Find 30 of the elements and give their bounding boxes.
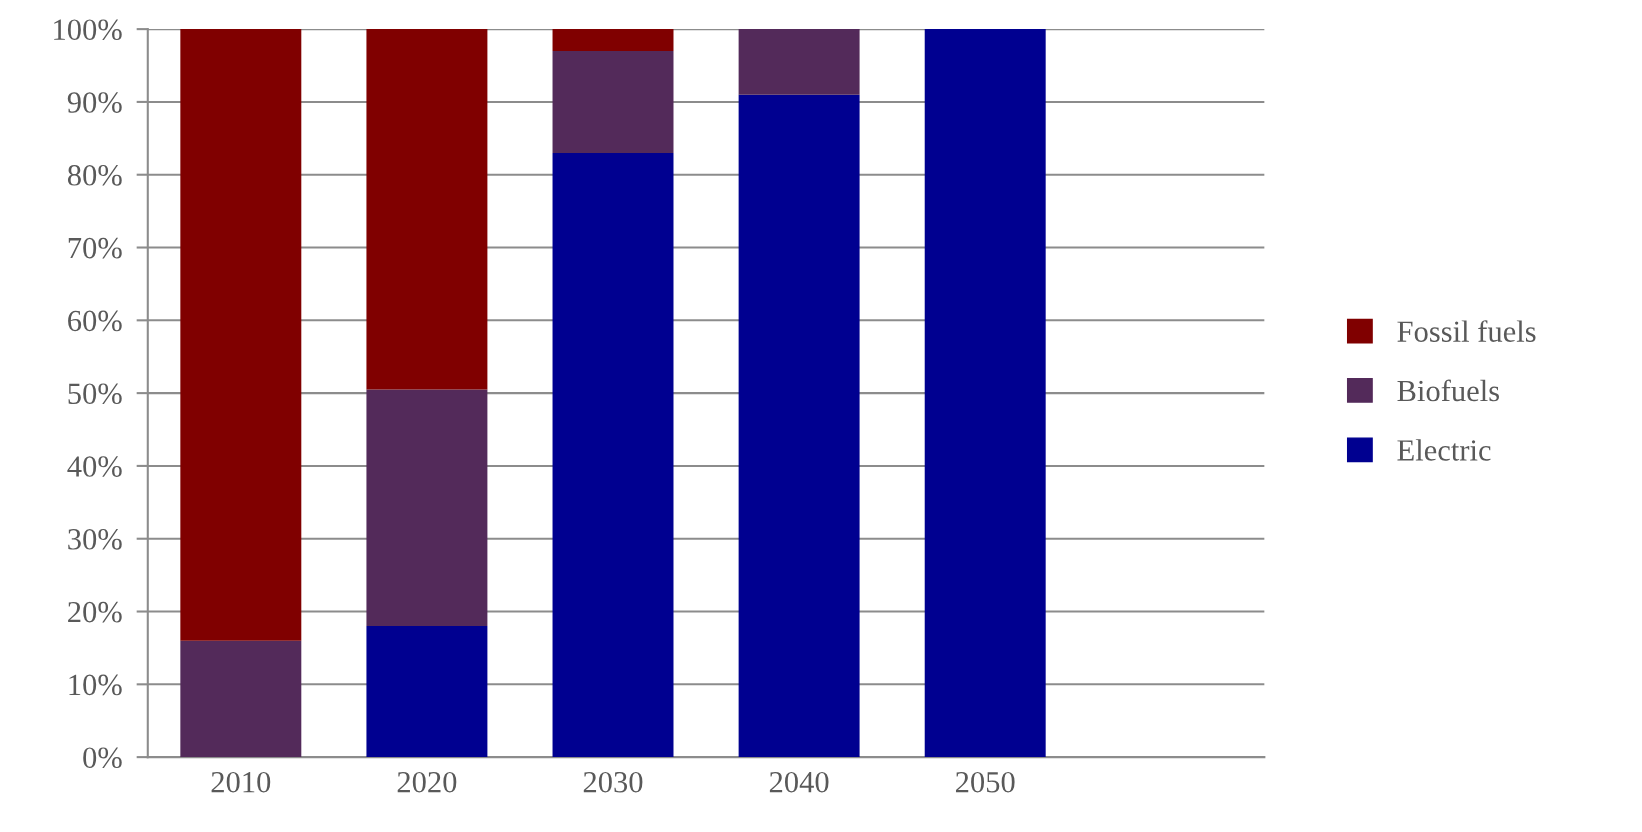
bar xyxy=(738,94,860,758)
y-tick-label: 40% xyxy=(67,456,122,477)
x-tick-label: 2010 xyxy=(211,771,271,793)
y-tick-label: 30% xyxy=(68,529,122,550)
y-tick-label: 80% xyxy=(67,165,122,186)
y-tick-label: 10% xyxy=(69,674,122,696)
y-tick-label: 50% xyxy=(68,383,122,405)
bar xyxy=(180,640,302,758)
legend-label: Fossil fuels xyxy=(1397,320,1536,342)
x-tick-label: 2030 xyxy=(583,771,643,793)
bar xyxy=(366,626,488,758)
y-tick-label: 90% xyxy=(67,92,122,113)
bar xyxy=(366,389,488,627)
bar xyxy=(924,29,1046,758)
y-tick-label: 0% xyxy=(83,747,122,769)
bar xyxy=(738,29,860,95)
legend-label: Electric xyxy=(1397,439,1491,461)
y-tick-label: 60% xyxy=(68,310,122,332)
legend-label: Biofuels xyxy=(1397,379,1499,402)
x-tick-label: 2020 xyxy=(397,771,457,793)
y-tick-label: 20% xyxy=(68,601,122,623)
bar xyxy=(552,29,674,51)
bar xyxy=(552,152,674,758)
y-tick-label: 100% xyxy=(54,19,122,41)
bar xyxy=(552,50,674,153)
x-tick-label: 2050 xyxy=(955,771,1015,793)
y-tick-label: 70% xyxy=(68,237,122,259)
bar xyxy=(180,29,302,641)
x-tick-label: 2040 xyxy=(769,771,829,793)
bar xyxy=(366,29,488,390)
